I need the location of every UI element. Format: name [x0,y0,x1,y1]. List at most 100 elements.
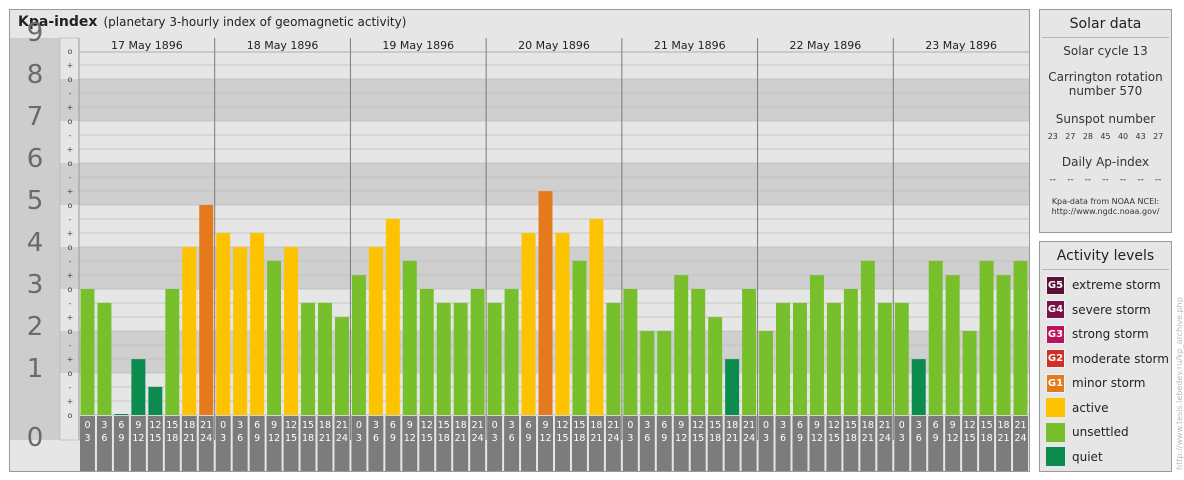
interval-start-label: 18 [862,420,874,431]
interval-start-label: 6 [797,420,803,431]
interval-start-label: 9 [271,420,277,431]
activity-levels-title: Activity levels [1042,242,1169,270]
interval-start-label: 15 [709,420,721,431]
kp-bar [843,289,858,415]
kp-bar [504,289,519,415]
minor-tick-label: o [68,47,73,56]
interval-start-label: 15 [302,420,314,431]
interval-end-label: 9 [254,433,260,444]
ap-values: -- -- -- -- -- -- -- [1044,175,1167,185]
interval-end-label: 6 [373,433,379,444]
interval-start-label: 6 [661,420,667,431]
interval-end-label: 15 [285,433,297,444]
interval-end-label: 18 [981,433,993,444]
activity-level-swatch: G1 [1046,373,1065,393]
interval-start-label: 12 [828,420,840,431]
interval-start-label: 18 [455,420,467,431]
interval-end-label: 3 [84,433,90,444]
kp-bar [521,233,536,415]
interval-end-label: 21 [726,433,738,444]
sunspot-value: 28 [1082,132,1093,141]
interval-start-label: 0 [356,420,362,431]
interval-cell [758,416,774,471]
chart-title-row: Kpa-index (planetary 3-hourly index of ge… [18,14,406,30]
interval-end-label: 9 [118,433,124,444]
solar-data-panel: Solar data Solar cycle 13 Carrington rot… [1039,9,1172,233]
interval-start-label: 15 [573,420,585,431]
sunspot-value: 45 [1100,132,1111,141]
interval-start-label: 3 [916,420,922,431]
kp-bar [402,260,417,415]
interval-cell [334,416,350,471]
interval-end-label: 24 [1014,433,1026,444]
kp-bar [284,247,299,415]
interval-cell [147,416,163,471]
interval-end-label: 9 [390,433,396,444]
interval-end-label: 15 [149,433,161,444]
interval-end-label: 6 [916,433,922,444]
interval-cell [368,416,384,471]
interval-cell [945,416,961,471]
kp-bar [674,275,689,415]
kp-bar [877,302,892,415]
activity-level-label: quiet [1072,449,1103,464]
kp-bar [148,386,163,415]
interval-cell [588,416,604,471]
minor-tick-label: + [67,61,74,70]
interval-start-label: 3 [101,420,107,431]
interval-cell [300,416,316,471]
interval-start-label: 3 [237,420,243,431]
interval-end-label: 15 [421,433,433,444]
y-tick-label: 9 [27,18,44,48]
activity-levels-panel: Activity levels G5 extreme storm G4 severe … [1039,241,1172,472]
interval-cell [724,416,740,471]
interval-end-label: 21 [998,433,1010,444]
kp-bar [979,260,994,415]
kp-bar [487,302,502,415]
interval-cell [453,416,469,471]
interval-start-label: 3 [373,420,379,431]
interval-cell [538,416,553,471]
interval-start-label: 0 [492,420,498,431]
activity-level-swatch [1046,398,1065,418]
day-label: 23 May 1896 [925,39,997,52]
interval-end-label: 18 [302,433,314,444]
ap-value: -- [1067,175,1074,185]
interval-end-label: 18 [438,433,450,444]
ap-value: -- [1154,175,1162,185]
interval-start-label: 18 [590,420,602,431]
kp-band [10,79,1029,121]
sunspot-value: 27 [1153,132,1164,141]
activity-level-swatch [1046,422,1065,442]
kp-bar [555,233,570,415]
day-label: 19 May 1896 [382,39,454,52]
activity-level-item: G3 strong storm [1040,322,1171,347]
interval-cell [826,416,842,471]
data-source-line1: Kpa-data from NOAA NCEI: [1051,197,1160,206]
kp-band [10,247,1029,289]
interval-start-label: 15 [981,420,993,431]
interval-cell [504,416,520,471]
interval-start-label: 18 [183,420,195,431]
kp-bar [114,414,129,415]
sunspot-value: 23 [1047,132,1058,141]
interval-end-label: 24 [607,433,619,444]
minor-tick-label: - [69,173,72,182]
interval-cell [860,416,876,471]
interval-end-label: 18 [573,433,585,444]
carrington-line2: number 570 [1068,84,1143,98]
source-watermark: http://www.tesis.lebedev.ru/kp_archive.p… [1175,297,1184,470]
interval-cell [894,416,910,471]
minor-tick-label: o [68,243,73,252]
interval-end-label: 6 [509,433,515,444]
y-tick-label: 4 [27,228,44,258]
interval-start-label: 0 [627,420,633,431]
carrington-line1: Carrington rotation [1048,70,1163,84]
interval-end-label: 3 [356,433,362,444]
interval-cell [130,416,146,471]
interval-cell [928,416,944,471]
ap-value: -- [1049,175,1057,185]
minor-tick-label: + [67,355,74,364]
activity-level-label: minor storm [1072,376,1146,391]
